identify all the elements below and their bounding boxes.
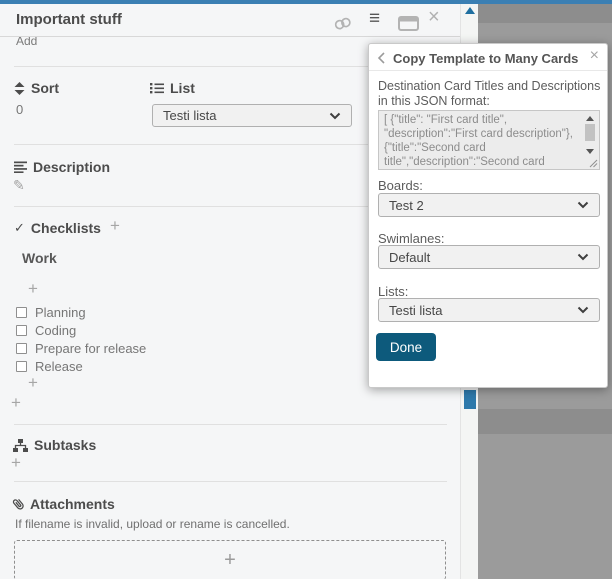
- card-header: Important stuff ≡ ×: [0, 4, 460, 37]
- list-icon: [150, 82, 164, 94]
- add-checklist-item-button-bottom[interactable]: +: [28, 373, 38, 392]
- checklist-item-label[interactable]: Planning: [35, 305, 86, 320]
- checkbox-unchecked[interactable]: [16, 325, 27, 336]
- checklist-item-row: Coding: [16, 323, 76, 338]
- subtasks-label: Subtasks: [34, 437, 97, 453]
- swimlanes-selected-value: Default: [389, 249, 431, 265]
- popup-close-icon[interactable]: ×: [589, 47, 599, 64]
- add-label-clipped[interactable]: Add: [16, 37, 38, 48]
- textarea-resize-grip[interactable]: [589, 159, 598, 168]
- copy-template-popup: Copy Template to Many Cards × Destinatio…: [368, 43, 608, 388]
- checklist-item-row: Release: [16, 359, 83, 374]
- lists-select[interactable]: Testi lista: [378, 298, 600, 322]
- checklist-item-row: Prepare for release: [16, 341, 146, 356]
- sort-section-header: Sort: [14, 80, 59, 96]
- boards-label: Boards:: [378, 178, 423, 193]
- popup-header: Copy Template to Many Cards ×: [369, 44, 607, 71]
- sort-value[interactable]: 0: [16, 102, 24, 117]
- scrollbar-thumb[interactable]: [464, 390, 476, 409]
- json-textarea-value: [ {"title": "First card title", "descrip…: [384, 114, 573, 168]
- description-label: Description: [33, 159, 111, 175]
- add-checklist-button-bottom[interactable]: +: [11, 393, 21, 412]
- list-label: List: [170, 80, 195, 96]
- hamburger-menu-icon[interactable]: ≡: [369, 8, 381, 29]
- copy-link-icon[interactable]: [334, 17, 352, 30]
- subtasks-section-header: Subtasks: [13, 437, 96, 453]
- top-accent-bar: [0, 0, 612, 4]
- checklist-item-label[interactable]: Release: [35, 359, 83, 374]
- checklist-item-row: Planning: [16, 305, 86, 320]
- textarea-scroll-up-icon[interactable]: [586, 116, 594, 121]
- sort-label: Sort: [31, 80, 59, 96]
- lists-label: Lists:: [378, 284, 409, 299]
- done-button[interactable]: Done: [376, 333, 436, 361]
- board-header-strip: [478, 4, 612, 23]
- description-section-header: Description: [14, 159, 110, 175]
- plus-icon: +: [224, 548, 236, 571]
- check-icon: ✓: [14, 220, 25, 235]
- divider: [14, 66, 447, 67]
- checkbox-unchecked[interactable]: [16, 307, 27, 318]
- checklist-item-label[interactable]: Prepare for release: [35, 341, 147, 356]
- card-list-selected-value: Testi lista: [163, 108, 217, 123]
- chevron-down-icon: [577, 201, 589, 209]
- chevron-down-icon: [329, 112, 341, 120]
- attachments-section-header: Attachments: [10, 495, 115, 513]
- maximize-window-icon[interactable]: [398, 16, 419, 31]
- attachments-label: Attachments: [30, 496, 115, 512]
- swimlanes-label: Swimlanes:: [378, 231, 445, 246]
- textarea-scrollbar[interactable]: [583, 112, 598, 168]
- add-checklist-item-button-top[interactable]: +: [28, 279, 38, 298]
- json-format-hint: Destination Card Titles and Descriptions…: [378, 79, 601, 108]
- checkbox-unchecked[interactable]: [16, 343, 27, 354]
- add-subtask-button[interactable]: +: [11, 453, 21, 472]
- divider: [14, 206, 447, 207]
- board-list-strip: [478, 409, 612, 434]
- sitemap-icon: [13, 438, 28, 452]
- popup-title: Copy Template to Many Cards: [393, 51, 579, 66]
- divider: [14, 481, 447, 482]
- swimlanes-select[interactable]: Default: [378, 245, 600, 269]
- textarea-scroll-thumb[interactable]: [585, 124, 595, 141]
- card-title[interactable]: Important stuff: [16, 11, 122, 28]
- card-list-select[interactable]: Testi lista: [152, 104, 352, 127]
- checklists-label: Checklists: [30, 220, 101, 236]
- paperclip-icon: [10, 495, 27, 513]
- divider: [14, 144, 447, 145]
- close-card-icon[interactable]: ×: [428, 6, 440, 28]
- boards-selected-value: Test 2: [389, 197, 424, 213]
- boards-select[interactable]: Test 2: [378, 193, 600, 217]
- textarea-scroll-down-icon[interactable]: [586, 149, 594, 154]
- edit-description-icon[interactable]: ✎: [13, 178, 25, 194]
- checklist-title[interactable]: Work: [22, 250, 57, 266]
- checkbox-unchecked[interactable]: [16, 361, 27, 372]
- json-textarea[interactable]: [ {"title": "First card title", "descrip…: [378, 110, 600, 170]
- list-section-header: List: [150, 80, 195, 96]
- checklist-item-label[interactable]: Coding: [35, 323, 77, 338]
- add-attachment-dropzone[interactable]: +: [14, 540, 446, 579]
- scrollbar-up-arrow[interactable]: [465, 7, 475, 14]
- attachment-hint-text: If filename is invalid, upload or rename…: [15, 517, 290, 531]
- divider: [14, 424, 447, 425]
- chevron-down-icon: [577, 253, 589, 261]
- align-left-icon: [14, 161, 27, 173]
- lists-selected-value: Testi lista: [389, 302, 443, 318]
- back-chevron-icon[interactable]: [377, 52, 386, 64]
- chevron-down-icon: [577, 306, 589, 314]
- add-checklist-button[interactable]: +: [110, 216, 120, 235]
- sort-icon: [14, 81, 25, 95]
- checklists-section-header: ✓ Checklists: [14, 220, 101, 236]
